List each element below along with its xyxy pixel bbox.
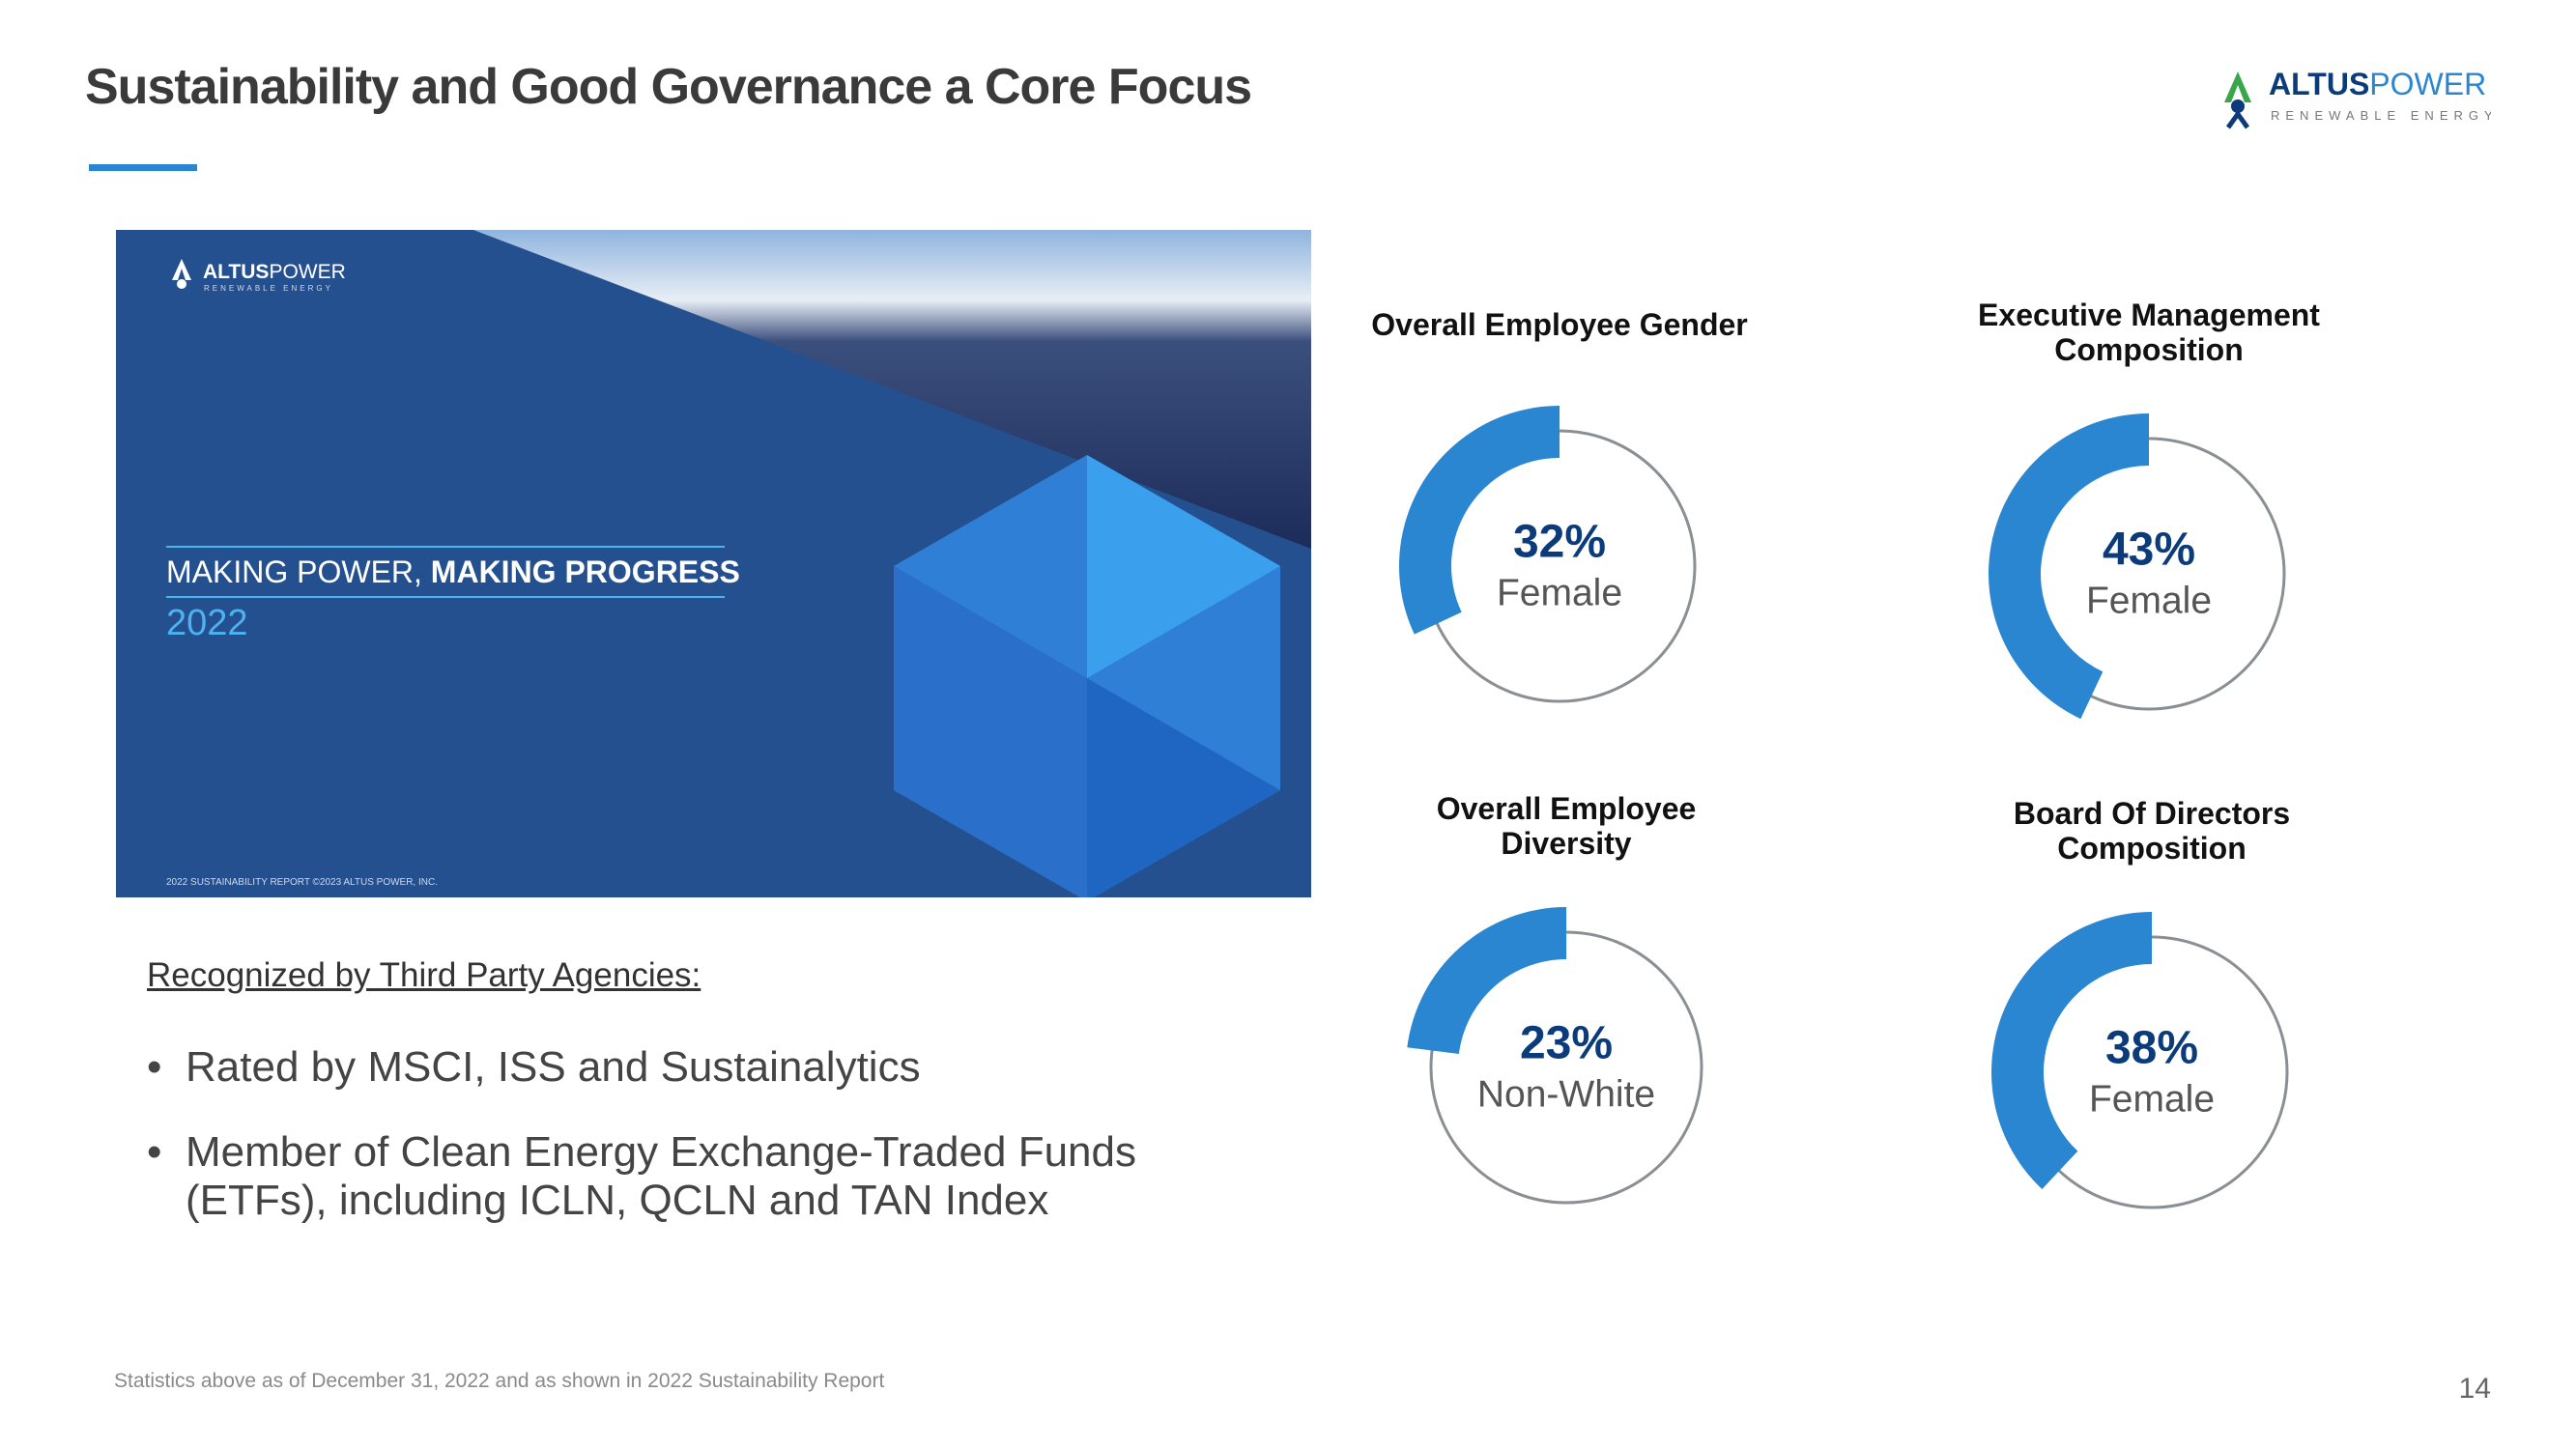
logo-text: ALTUSPOWER	[2269, 67, 2486, 101]
cover-headline: MAKING POWER, MAKING PROGRESS	[166, 554, 740, 590]
donut-category-label: Female	[1497, 572, 1622, 613]
cover-art	[166, 230, 1311, 897]
solar-photo	[473, 230, 1311, 549]
logo-brand-light: POWER	[2369, 67, 2486, 101]
chart-title: Executive Management Composition	[1978, 298, 2320, 367]
donut-track	[2012, 437, 2286, 711]
chart-title: Board Of Directors Composition	[2013, 796, 2291, 866]
donut-segment	[1989, 413, 2149, 720]
donut-track	[1422, 429, 1697, 703]
cover-tagline: RENEWABLE ENERGY	[204, 284, 333, 293]
cover-brand-bold: ALTUS	[203, 261, 270, 283]
cover-logo-mark	[177, 279, 186, 289]
bullet-dot: •	[147, 1043, 162, 1091]
bullet-text: Member of Clean Energy Exchange-Traded F…	[186, 1128, 1136, 1224]
logo-mark	[2225, 109, 2250, 129]
report-cover: ALTUSPOWER RENEWABLE ENERGY MAKING POWER…	[116, 230, 1311, 897]
hexagon-facet	[1087, 455, 1280, 678]
hexagon-facet	[894, 566, 1087, 897]
hexagon-facet	[1087, 678, 1280, 897]
logo-mark	[2224, 71, 2251, 102]
cover-brand: ALTUSPOWER	[203, 261, 346, 284]
donut-category-label: Female	[2089, 1078, 2215, 1120]
donut-value-label: 38%	[2105, 1023, 2198, 1074]
donut-category-label: Non-White	[1477, 1073, 1655, 1115]
cover-headline-light: MAKING POWER,	[166, 554, 422, 589]
cover-headline-bold: MAKING PROGRESS	[430, 554, 740, 589]
donut-segment	[1407, 907, 1566, 1054]
logo-brand-bold: ALTUS	[2269, 67, 2369, 101]
page-number: 14	[2458, 1373, 2491, 1405]
cover-logo-mark	[172, 259, 191, 280]
logo-mark	[2231, 99, 2245, 113]
slide-title: Sustainability and Good Governance a Cor…	[85, 59, 1252, 115]
bullet-dot: •	[147, 1128, 162, 1176]
title-underline	[89, 164, 197, 171]
donut-segment	[1991, 912, 2152, 1190]
chart-title: Overall Employee Gender	[1371, 307, 1748, 342]
donut-value-label: 32%	[1513, 517, 1606, 568]
footnote: Statistics above as of December 31, 2022…	[114, 1370, 885, 1392]
logo-tagline: RENEWABLE ENERGY	[2271, 108, 2491, 123]
bullet-text: Rated by MSCI, ISS and Sustainalytics	[186, 1043, 921, 1091]
chart-title: Overall Employee Diversity	[1436, 791, 1697, 861]
donut-segment	[1399, 406, 1560, 635]
cover-year: 2022	[166, 603, 248, 643]
donut-value-label: 23%	[1520, 1018, 1613, 1069]
donut-category-label: Female	[2086, 580, 2212, 621]
cover-brand-light: POWER	[269, 261, 346, 283]
logo: ALTUSPOWER RENEWABLE ENERGY	[2224, 67, 2491, 129]
cover-footer: 2022 SUSTAINABILITY REPORT ©2023 ALTUS P…	[166, 877, 438, 888]
donut-value-label: 43%	[2103, 525, 2195, 576]
recognition-heading: Recognized by Third Party Agencies:	[147, 956, 701, 994]
donut-track	[2015, 935, 2289, 1209]
donut-track	[1429, 930, 1703, 1205]
